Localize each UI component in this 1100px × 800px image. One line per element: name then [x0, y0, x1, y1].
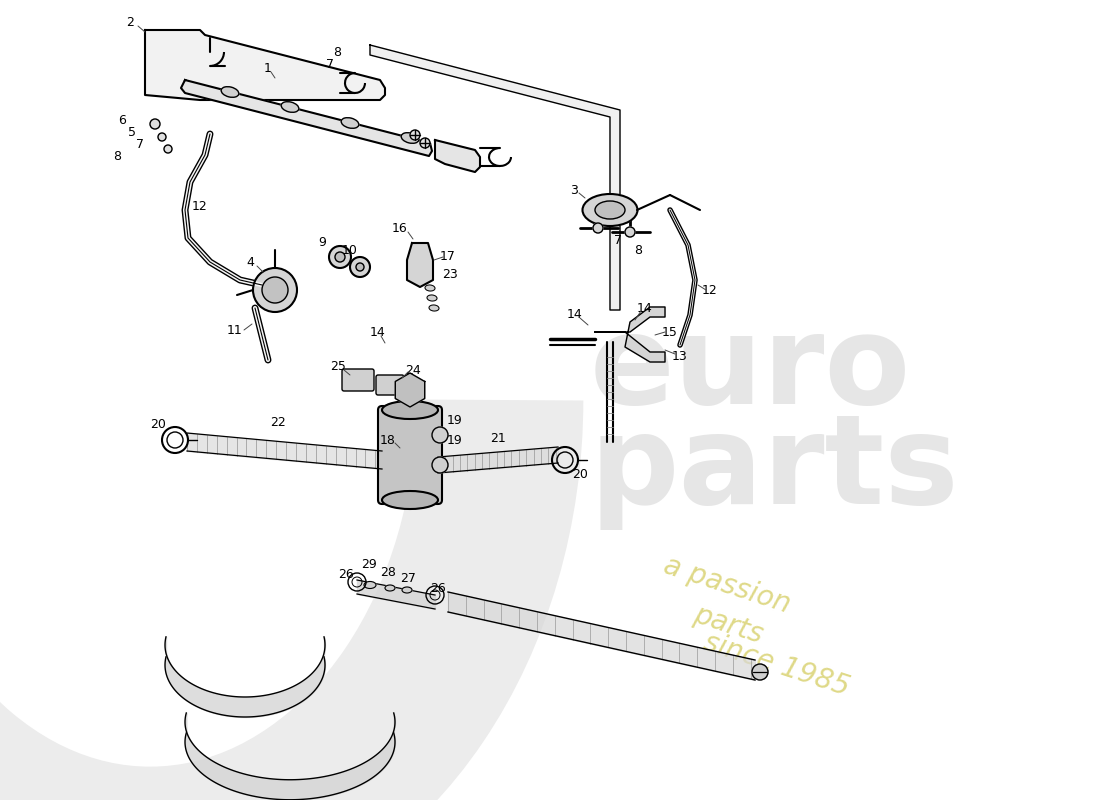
Text: 22: 22: [271, 415, 286, 429]
Text: 14: 14: [568, 309, 583, 322]
Text: parts: parts: [590, 410, 959, 530]
Text: 1: 1: [264, 62, 272, 74]
Text: a passion: a passion: [660, 551, 794, 618]
Text: 20: 20: [572, 467, 587, 481]
Ellipse shape: [425, 285, 435, 291]
Text: 15: 15: [662, 326, 678, 338]
Ellipse shape: [382, 401, 438, 419]
Ellipse shape: [282, 102, 299, 112]
Circle shape: [410, 130, 420, 140]
Text: parts: parts: [690, 601, 767, 650]
Ellipse shape: [595, 201, 625, 219]
Polygon shape: [145, 30, 385, 100]
Text: 16: 16: [392, 222, 408, 234]
Circle shape: [432, 457, 448, 473]
Text: 8: 8: [634, 243, 642, 257]
Circle shape: [164, 145, 172, 153]
Text: 14: 14: [370, 326, 386, 338]
Text: 24: 24: [405, 363, 421, 377]
Text: 29: 29: [361, 558, 377, 571]
Text: 18: 18: [381, 434, 396, 446]
Text: 3: 3: [570, 183, 578, 197]
Text: 21: 21: [491, 431, 506, 445]
Polygon shape: [595, 307, 666, 362]
Text: 4: 4: [246, 255, 254, 269]
Polygon shape: [182, 80, 432, 156]
Circle shape: [158, 133, 166, 141]
Circle shape: [593, 223, 603, 233]
Circle shape: [253, 268, 297, 312]
Text: 26: 26: [430, 582, 446, 594]
Text: 8: 8: [113, 150, 121, 162]
Text: 12: 12: [192, 199, 208, 213]
Polygon shape: [370, 45, 620, 310]
Circle shape: [752, 664, 768, 680]
Text: 17: 17: [440, 250, 455, 263]
Ellipse shape: [364, 582, 376, 589]
Ellipse shape: [402, 133, 419, 143]
Ellipse shape: [427, 295, 437, 301]
Text: 7: 7: [326, 58, 334, 70]
Ellipse shape: [402, 587, 412, 593]
Polygon shape: [434, 140, 480, 172]
Text: 19: 19: [447, 414, 463, 426]
Text: 14: 14: [637, 302, 653, 314]
Text: 8: 8: [333, 46, 341, 58]
Text: 19: 19: [447, 434, 463, 446]
Text: 25: 25: [330, 361, 345, 374]
Text: 23: 23: [442, 269, 458, 282]
Text: 28: 28: [381, 566, 396, 578]
Text: since 1985: since 1985: [700, 628, 852, 702]
Ellipse shape: [341, 118, 359, 128]
FancyBboxPatch shape: [376, 375, 404, 395]
Circle shape: [350, 257, 370, 277]
Ellipse shape: [221, 86, 239, 98]
Text: 10: 10: [342, 243, 358, 257]
FancyBboxPatch shape: [378, 406, 442, 504]
Polygon shape: [395, 373, 425, 407]
Text: 26: 26: [338, 569, 354, 582]
Text: 6: 6: [118, 114, 125, 126]
Ellipse shape: [385, 585, 395, 591]
Text: 20: 20: [150, 418, 166, 431]
Text: 5: 5: [128, 126, 136, 138]
Text: 11: 11: [227, 323, 243, 337]
Polygon shape: [407, 243, 433, 287]
Circle shape: [625, 227, 635, 237]
Circle shape: [356, 263, 364, 271]
Text: 12: 12: [702, 283, 718, 297]
Circle shape: [336, 252, 345, 262]
Circle shape: [262, 277, 288, 303]
Text: 2: 2: [126, 15, 134, 29]
Circle shape: [329, 246, 351, 268]
Text: 7: 7: [614, 234, 622, 246]
Circle shape: [432, 427, 448, 443]
Text: 27: 27: [400, 571, 416, 585]
Circle shape: [420, 138, 430, 148]
Text: 13: 13: [672, 350, 688, 363]
FancyBboxPatch shape: [342, 369, 374, 391]
Ellipse shape: [429, 305, 439, 311]
Ellipse shape: [382, 491, 438, 509]
Text: 7: 7: [136, 138, 144, 150]
Text: euro: euro: [590, 310, 911, 430]
Text: 9: 9: [318, 235, 326, 249]
Ellipse shape: [583, 194, 638, 226]
Circle shape: [150, 119, 160, 129]
